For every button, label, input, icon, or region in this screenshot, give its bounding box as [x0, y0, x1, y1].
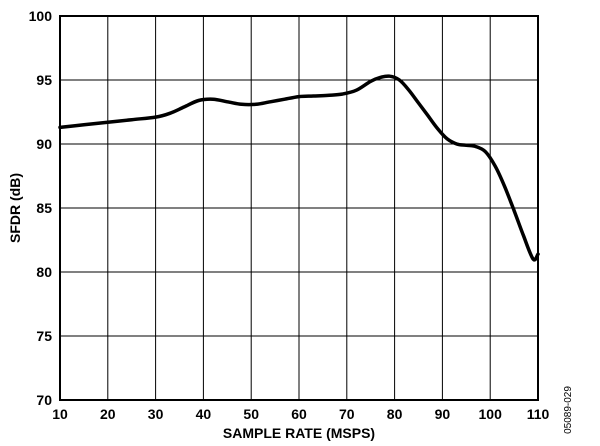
x-tick-label: 90	[435, 406, 451, 422]
y-tick-label: 70	[36, 392, 52, 408]
y-tick-labels: 70 75 80 85 90 95 100	[29, 8, 53, 408]
y-axis-title: SFDR (dB)	[7, 173, 23, 243]
x-tick-label: 50	[243, 406, 259, 422]
y-tick-label: 80	[36, 264, 52, 280]
x-tick-label: 40	[196, 406, 212, 422]
x-axis-title: SAMPLE RATE (MSPS)	[223, 425, 375, 441]
x-tick-label: 30	[148, 406, 164, 422]
x-tick-label: 110	[527, 406, 550, 422]
figure-code: 05089-029	[563, 386, 574, 434]
plot-frame	[59, 15, 539, 401]
x-tick-labels: 10 20 30 40 50 60 70 80 90 100 110	[52, 406, 549, 422]
grid	[59, 15, 539, 401]
x-tick-label: 60	[291, 406, 307, 422]
series-layer	[58, 74, 540, 262]
y-tick-label: 90	[36, 136, 52, 152]
x-tick-label: 10	[52, 406, 68, 422]
x-tick-label: 20	[100, 406, 116, 422]
y-tick-label: 75	[36, 328, 52, 344]
x-tick-label: 80	[387, 406, 403, 422]
x-tick-label: 100	[479, 406, 503, 422]
y-tick-label: 85	[36, 200, 52, 216]
x-tick-label: 70	[339, 406, 355, 422]
y-tick-label: 100	[29, 8, 53, 24]
y-tick-label: 95	[36, 72, 52, 88]
sfdr-series-line	[58, 74, 540, 262]
